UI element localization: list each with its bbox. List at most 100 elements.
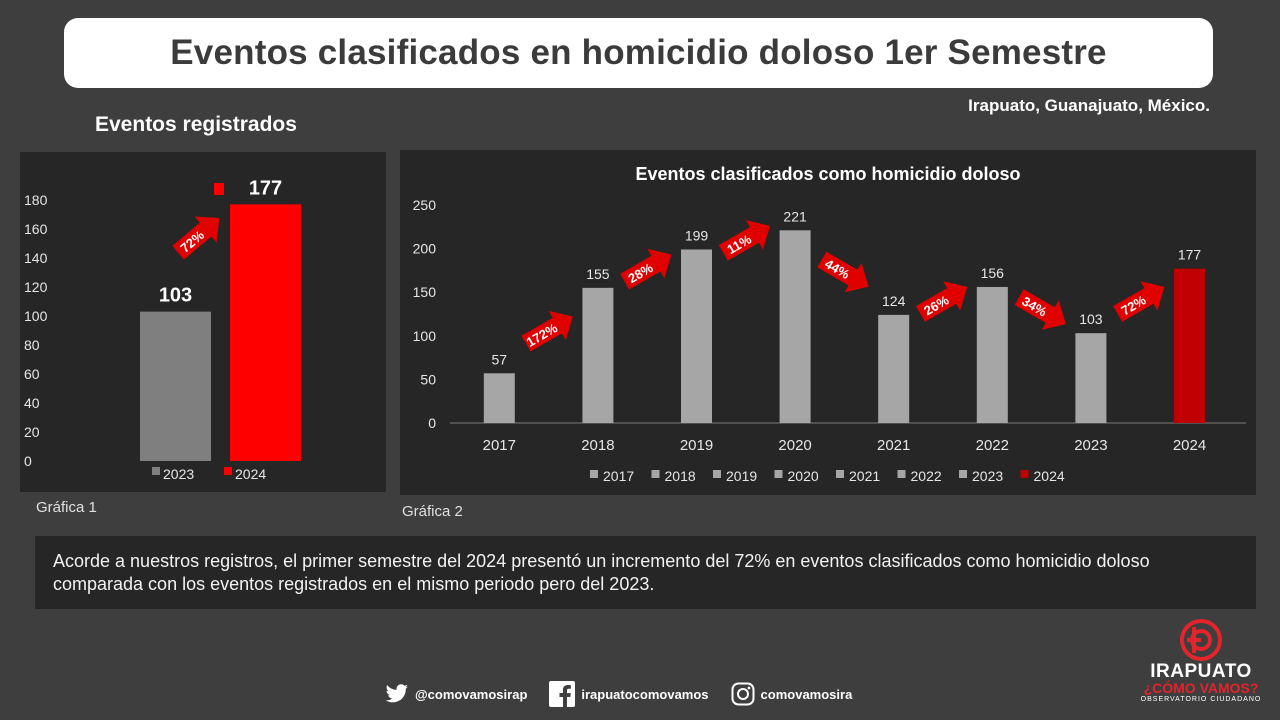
chart2-bar-2018 xyxy=(582,287,614,423)
chart1-ytick-4: 80 xyxy=(24,337,40,353)
chart2-legend-2022: 2022 xyxy=(911,468,942,484)
chart2-legend-2021: 2021 xyxy=(849,468,880,484)
chart1-bar-2024 xyxy=(230,204,301,461)
chart2-legend-2017: 2017 xyxy=(603,468,634,484)
chart2: Eventos clasificados como homicidio dolo… xyxy=(413,164,1246,484)
chart1-ytick-5: 100 xyxy=(24,308,48,324)
chart2-bar-2022 xyxy=(976,286,1008,423)
twitter-handle: @comovamosirap xyxy=(415,686,528,702)
chart1-ytick-3: 60 xyxy=(24,366,40,382)
chart2-label-2018: 155 xyxy=(586,266,610,282)
chart2-bar-2017 xyxy=(483,373,515,423)
chart1-caption: Gráfica 1 xyxy=(36,499,97,516)
chart2-legend-swatch-2019 xyxy=(713,470,721,478)
chart2-legend-swatch-2020 xyxy=(774,470,783,478)
chart2-bar-2024 xyxy=(1174,268,1205,423)
chart2-legend-swatch-2021 xyxy=(836,470,844,478)
chart2-xtick-2018: 2018 xyxy=(581,437,614,454)
chart2-ytick-4: 200 xyxy=(413,241,437,257)
chart2-legend-swatch-2017 xyxy=(590,470,598,478)
section-title: Eventos registrados xyxy=(95,113,297,136)
chart2-arrow-4: 26% xyxy=(915,281,968,322)
chart2-arrow-3: 44% xyxy=(817,251,869,293)
chart2-arrow-1-shape xyxy=(620,248,672,290)
chart2-label-2019: 199 xyxy=(685,227,709,243)
chart1-arrow-shape xyxy=(172,216,220,260)
chart1-ytick-0: 0 xyxy=(24,453,32,469)
chart2-legend-2020: 2020 xyxy=(788,468,819,484)
chart1-label-2024: 177 xyxy=(249,177,282,199)
chart2-arrow-5-shape xyxy=(1014,289,1066,330)
chart2-bar-2020 xyxy=(779,230,811,423)
chart2-label-2024: 177 xyxy=(1178,247,1202,263)
chart2-ytick-2: 100 xyxy=(413,328,437,344)
chart2-ytick-3: 150 xyxy=(413,284,437,300)
chart1-legend-2024: 2024 xyxy=(235,466,266,482)
chart2-legend-swatch-2024 xyxy=(1020,470,1029,478)
chart2-legend-swatch-2018 xyxy=(651,470,660,478)
chart1-ytick-6: 120 xyxy=(24,279,48,295)
chart2-legend-2024: 2024 xyxy=(1034,468,1065,484)
instagram-link[interactable]: comovamosira xyxy=(731,682,853,706)
twitter-link[interactable]: @comovamosirap xyxy=(385,684,527,704)
title-box: Eventos clasificados en homicidio doloso… xyxy=(64,18,1213,88)
chart2-ytick-1: 50 xyxy=(420,371,436,387)
chart1-arrow: 72% xyxy=(172,216,220,260)
chart2-bar-2019 xyxy=(681,249,712,423)
instagram-handle: comovamosira xyxy=(760,686,853,702)
chart2-xtick-2024: 2024 xyxy=(1173,437,1206,454)
chart2-label-2022: 156 xyxy=(981,265,1005,281)
logo-line-1: IRAPUATO xyxy=(1150,661,1252,682)
logo-line-2: ¿CÓMO VAMOS? xyxy=(1143,680,1259,696)
chart2-label-2021: 124 xyxy=(882,293,906,309)
chart2-xtick-2020: 2020 xyxy=(778,437,811,454)
chart1-label-2023: 103 xyxy=(159,285,192,307)
chart2-arrow-3-shape xyxy=(817,251,869,293)
chart2-bar-2021 xyxy=(878,314,910,423)
page-title: Eventos clasificados en homicidio doloso… xyxy=(170,33,1107,72)
chart2-label-2020: 221 xyxy=(783,208,807,224)
logo-emblem-icon xyxy=(1180,619,1222,661)
chart1-marker xyxy=(214,183,224,195)
chart1-legend-swatch-2024 xyxy=(224,467,232,475)
conclusion-text: Acorde a nuestros registros, el primer s… xyxy=(35,536,1256,609)
chart2-ytick-0: 0 xyxy=(428,415,436,431)
social-footer: @comovamosirap irapuatocomovamos comovam… xyxy=(385,679,864,709)
facebook-icon xyxy=(549,681,576,707)
chart1-ytick-9: 180 xyxy=(24,192,48,208)
chart2-arrow-0: 172% xyxy=(521,310,573,352)
chart1: 0 20 40 60 80 100 120 140 160 180 103 177 72% 2023 202… xyxy=(24,177,301,482)
chart2-label-2017: 57 xyxy=(492,351,508,367)
chart1-ytick-8: 160 xyxy=(24,221,48,237)
chart2-xtick-2021: 2021 xyxy=(877,437,910,454)
chart2-xtick-2019: 2019 xyxy=(680,437,713,454)
chart2-label-2023: 103 xyxy=(1079,311,1103,327)
chart2-arrow-4-shape xyxy=(915,281,968,322)
chart1-bar-2023 xyxy=(140,311,211,461)
chart2-arrow-2: 11% xyxy=(718,220,771,261)
chart2-caption: Gráfica 2 xyxy=(402,503,463,520)
chart2-legend-2018: 2018 xyxy=(665,468,696,484)
facebook-handle: irapuatocomovamos xyxy=(581,686,709,702)
brand-logo: IRAPUATO ¿CÓMO VAMOS? OBSERVATORIO CIUDA… xyxy=(1140,615,1262,715)
chart2-legend-swatch-2023 xyxy=(959,470,967,478)
chart2-arrow-6: 72% xyxy=(1113,281,1165,322)
chart2-arrow-0-shape xyxy=(521,310,573,352)
chart2-ytick-5: 250 xyxy=(413,197,437,213)
chart2-legend-2019: 2019 xyxy=(726,468,757,484)
chart1-ytick-1: 20 xyxy=(24,424,40,440)
twitter-icon xyxy=(385,684,409,703)
chart2-xtick-2023: 2023 xyxy=(1074,437,1107,454)
chart2-legend-2023: 2023 xyxy=(972,468,1003,484)
chart2-title: Eventos clasificados como homicidio dolo… xyxy=(635,164,1020,184)
chart1-panel: 0 20 40 60 80 100 120 140 160 180 103 177 72% 2023 202… xyxy=(20,152,386,492)
chart2-arrow-2-shape xyxy=(718,220,771,261)
facebook-link[interactable]: irapuatocomovamos xyxy=(549,681,709,707)
chart1-legend-2023: 2023 xyxy=(163,466,194,482)
chart2-legend-swatch-2022 xyxy=(897,470,906,478)
instagram-icon xyxy=(731,682,755,706)
chart1-ytick-2: 40 xyxy=(24,395,40,411)
location-label: Irapuato, Guanajuato, México. xyxy=(968,96,1210,115)
chart2-bar-2023 xyxy=(1075,333,1107,423)
chart2-arrow-5: 34% xyxy=(1014,289,1066,330)
